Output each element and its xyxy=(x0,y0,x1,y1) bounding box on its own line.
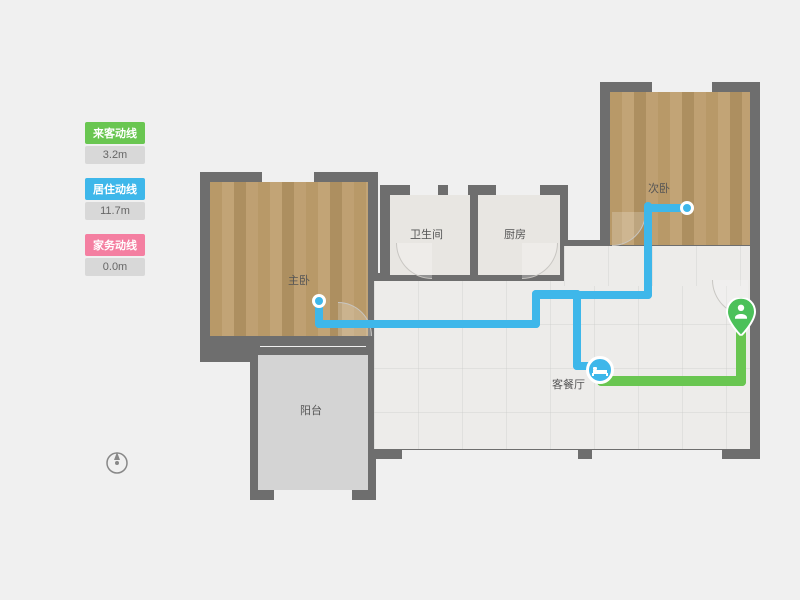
path-guest xyxy=(597,376,746,386)
window-gap xyxy=(448,185,468,195)
bed-icon xyxy=(586,356,614,384)
window-gap xyxy=(274,490,352,500)
legend-item-living: 居住动线 11.7m xyxy=(85,178,145,220)
wall xyxy=(200,340,260,362)
label-balcony: 阳台 xyxy=(300,402,322,418)
legend-label: 家务动线 xyxy=(85,234,145,256)
label-bathroom: 卫生间 xyxy=(410,226,443,242)
label-kitchen: 厨房 xyxy=(504,226,526,242)
window-gap xyxy=(410,185,438,195)
window-gap xyxy=(652,82,712,92)
legend-value: 3.2m xyxy=(85,146,145,164)
person-pin-icon xyxy=(726,298,756,336)
window-gap xyxy=(496,185,540,195)
label-master-bedroom: 主卧 xyxy=(288,272,310,288)
legend-value: 11.7m xyxy=(85,202,145,220)
path-living xyxy=(315,320,540,328)
path-node xyxy=(312,294,326,308)
label-second-bedroom: 次卧 xyxy=(648,180,670,196)
legend-label: 来客动线 xyxy=(85,122,145,144)
legend-label: 居住动线 xyxy=(85,178,145,200)
room-living xyxy=(374,281,750,449)
label-living: 客餐厅 xyxy=(552,376,585,392)
legend-value: 0.0m xyxy=(85,258,145,276)
window-gap xyxy=(262,172,314,182)
legend-item-chore: 家务动线 0.0m xyxy=(85,234,145,276)
path-living xyxy=(573,290,581,370)
window-gap xyxy=(592,450,722,459)
room-balcony xyxy=(258,355,368,490)
legend-item-guest: 来客动线 3.2m xyxy=(85,122,145,164)
legend: 来客动线 3.2m 居住动线 11.7m 家务动线 0.0m xyxy=(85,122,145,290)
window-gap xyxy=(402,450,578,459)
path-node xyxy=(680,201,694,215)
path-living xyxy=(644,204,684,212)
path-living xyxy=(644,202,652,299)
floorplan: 主卧 次卧 卫生间 厨房 客餐厅 阳台 xyxy=(200,80,760,510)
path-living xyxy=(532,291,652,299)
compass-icon xyxy=(104,450,130,476)
